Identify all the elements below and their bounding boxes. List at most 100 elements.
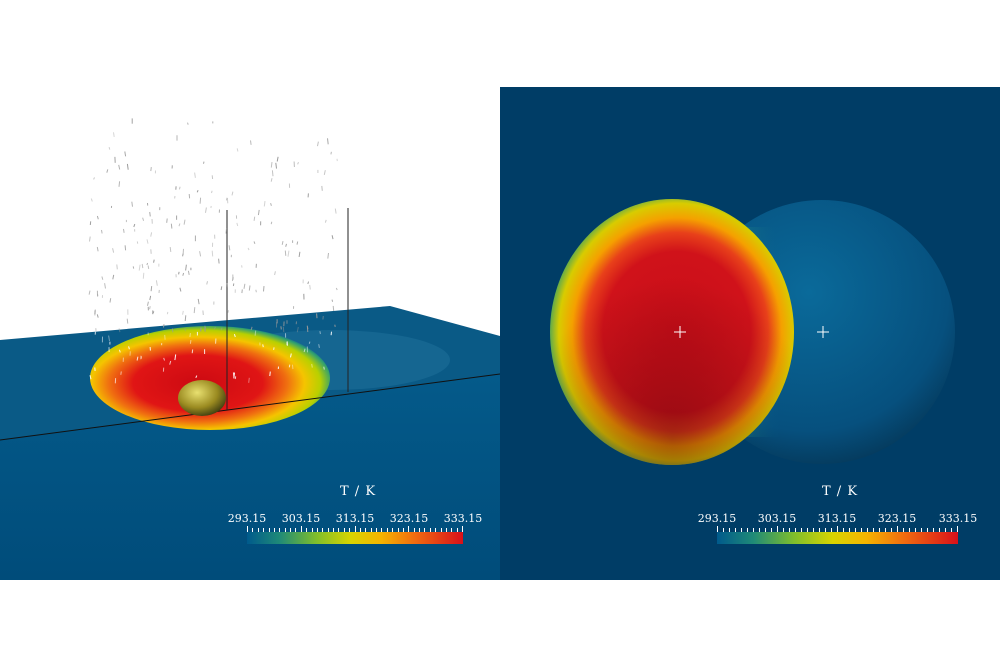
vapor-particle xyxy=(248,377,250,383)
vapor-particle xyxy=(128,346,130,350)
vapor-particle xyxy=(233,333,236,338)
vapor-particle xyxy=(307,281,310,285)
colorbar-minor-ticks xyxy=(717,526,958,533)
colorbar-minor-tick xyxy=(273,528,275,533)
colorbar-minor-tick xyxy=(795,528,796,533)
colorbar-minor-tick xyxy=(257,528,259,533)
vapor-particle xyxy=(253,241,256,244)
vapor-particle xyxy=(303,348,306,353)
vapor-particle xyxy=(147,265,150,269)
colorbar-minor-tick xyxy=(445,528,447,533)
vapor-particle xyxy=(262,344,264,348)
vapor-particle xyxy=(232,372,235,378)
colorbar-minor-tick xyxy=(801,528,802,533)
vapor-particle xyxy=(308,341,311,344)
vapor-particle xyxy=(195,375,198,379)
vapor-particle xyxy=(150,232,153,237)
vapor-particle xyxy=(323,366,325,370)
vapor-particle xyxy=(273,347,275,350)
vapor-particle xyxy=(178,271,180,275)
vapor-particle xyxy=(170,223,173,229)
vapor-particle xyxy=(263,286,265,292)
vapor-particle xyxy=(194,172,196,178)
colorbar-minor-tick xyxy=(765,528,766,533)
vapor-particle xyxy=(290,353,292,358)
colorbar-minor-tick xyxy=(789,528,790,533)
vapor-particle xyxy=(199,251,202,257)
vapor-particle xyxy=(118,164,121,170)
colorbar-minor-tick xyxy=(392,528,394,533)
vapor-particle xyxy=(182,272,185,276)
vapor-particle xyxy=(138,264,141,271)
vapor-particle xyxy=(274,271,276,276)
colorbar-minor-tick xyxy=(354,526,356,533)
vapor-particle xyxy=(147,301,149,306)
colorbar-minor-tick xyxy=(807,528,808,533)
colorbar-minor-tick xyxy=(451,528,453,533)
vapor-particle xyxy=(142,272,145,279)
top-view-panel: T / K 293.15 303.15 313.15 323.15 333.15 xyxy=(500,87,1000,580)
colorbar-minor-tick xyxy=(855,528,856,533)
vapor-particle xyxy=(288,364,291,368)
vapor-particle xyxy=(149,306,151,310)
vapor-particle xyxy=(334,208,337,214)
colorbar-minor-tick xyxy=(300,526,302,533)
colorbar-minor-tick xyxy=(402,528,404,533)
vapor-particle xyxy=(118,328,121,333)
colorbar-tick: 313.15 xyxy=(335,512,375,525)
colorbar-minor-tick xyxy=(279,528,281,533)
colorbar-minor-tick xyxy=(927,528,928,533)
vapor-particle xyxy=(282,326,285,333)
vapor-particle xyxy=(228,245,231,251)
colorbar-minor-ticks xyxy=(247,526,463,533)
colorbar xyxy=(717,532,958,544)
vapor-particle xyxy=(270,202,272,206)
colorbar-minor-tick xyxy=(741,528,742,533)
vapor-particle xyxy=(89,236,91,242)
vapor-particle xyxy=(109,298,112,303)
vapor-particle xyxy=(211,190,213,194)
vapor-particle xyxy=(133,223,136,228)
colorbar-minor-tick xyxy=(825,528,826,533)
vapor-particle xyxy=(187,270,190,275)
vapor-particle xyxy=(271,170,274,177)
vapor-particle xyxy=(250,140,252,145)
colorbar-minor-tick xyxy=(370,528,372,533)
colorbar-minor-tick xyxy=(843,528,844,533)
vapor-particle xyxy=(96,246,99,252)
vapor-particle xyxy=(321,185,323,191)
vapor-particle xyxy=(101,276,104,280)
vapor-particle xyxy=(189,333,191,337)
colorbar-minor-tick xyxy=(753,528,754,533)
vapor-particle xyxy=(297,162,299,165)
colorbar-minor-tick xyxy=(873,528,874,533)
vapor-particle xyxy=(270,221,273,225)
vapor-particle xyxy=(269,371,271,377)
vapor-particle xyxy=(247,247,250,251)
colorbar-minor-tick xyxy=(408,526,410,533)
vapor-particle xyxy=(178,186,181,190)
colorbar-minor-tick xyxy=(343,528,345,533)
vapor-particle xyxy=(211,250,214,257)
vapor-particle xyxy=(108,335,110,342)
vapor-particle xyxy=(155,280,158,286)
vapor-particle xyxy=(270,178,273,182)
vapor-particle xyxy=(113,132,115,137)
vapor-particle xyxy=(298,251,301,257)
colorbar-minor-tick xyxy=(290,528,291,533)
vapor-particle xyxy=(118,181,121,187)
vapor-particle xyxy=(136,356,139,361)
vapor-particle xyxy=(189,340,192,344)
colorbar-minor-tick xyxy=(723,528,724,533)
vapor-particle xyxy=(263,201,266,207)
colorbar-minor-tick xyxy=(813,528,814,533)
vapor-particle xyxy=(318,344,320,348)
vapor-particle xyxy=(311,363,313,368)
colorbar-tick: 303.15 xyxy=(281,512,321,525)
vapor-particle xyxy=(332,305,335,312)
vapor-particle xyxy=(132,266,135,269)
colorbar-minor-tick xyxy=(717,526,718,533)
colorbar xyxy=(247,532,463,544)
colorbar-tick: 293.15 xyxy=(697,512,737,525)
colorbar-minor-tick xyxy=(951,528,952,533)
